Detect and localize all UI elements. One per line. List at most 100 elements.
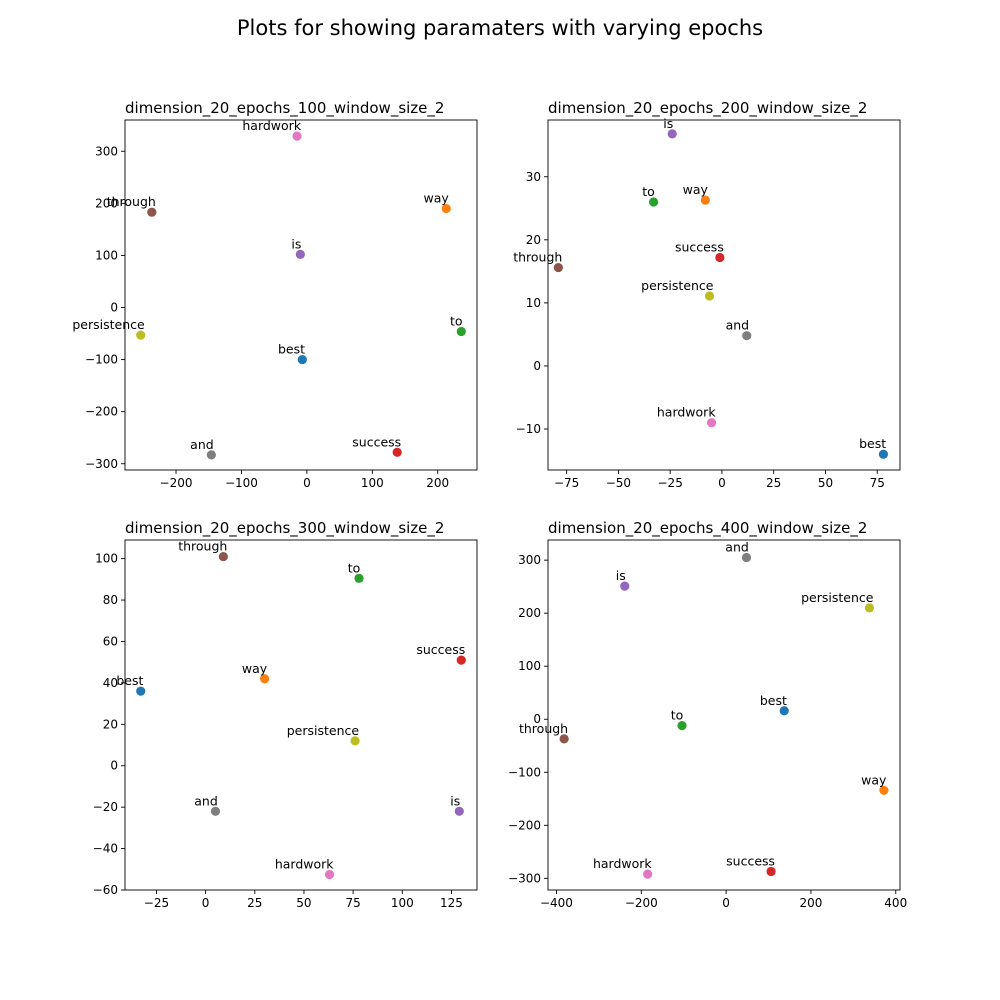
- point-label-to: to: [642, 184, 655, 199]
- subplot-title: dimension_20_epochs_300_window_size_2: [125, 519, 444, 538]
- figure-title: Plots for showing paramaters with varyin…: [236, 16, 764, 40]
- x-tick-label: −400: [540, 896, 573, 910]
- y-tick-label: 60: [103, 634, 118, 648]
- point-label-and: and: [194, 793, 218, 808]
- point-and: [741, 552, 752, 563]
- point-label-hardwork: hardwork: [242, 118, 301, 133]
- point-label-best: best: [116, 673, 143, 688]
- y-tick-label: 20: [103, 717, 118, 731]
- y-tick-label: −20: [93, 800, 118, 814]
- point-persistence: [350, 736, 360, 746]
- x-tick-label: −200: [160, 476, 193, 490]
- point-through: [147, 207, 157, 217]
- y-tick-label: 30: [526, 170, 541, 184]
- point-label-success: success: [416, 642, 465, 657]
- axes-frame: [547, 119, 901, 471]
- subplot-title: dimension_20_epochs_100_window_size_2: [125, 99, 444, 118]
- y-tick-label: −100: [508, 765, 541, 779]
- axes-frame: [547, 539, 901, 891]
- point-persistence: [704, 291, 715, 301]
- x-tick-label: 25: [247, 896, 262, 910]
- point-label-success: success: [352, 434, 401, 449]
- point-label-hardwork: hardwork: [657, 405, 716, 420]
- axes-frame: [124, 119, 478, 471]
- point-and: [210, 806, 221, 816]
- point-is: [620, 581, 630, 591]
- point-label-is: is: [616, 568, 626, 583]
- x-tick-label: 0: [303, 476, 311, 490]
- axes-frame: [124, 539, 478, 891]
- point-label-persistence: persistence: [72, 317, 145, 332]
- point-success: [766, 866, 776, 877]
- point-success: [456, 655, 466, 665]
- point-label-to: to: [348, 560, 361, 575]
- x-tick-label: 25: [766, 476, 781, 490]
- point-best: [779, 706, 789, 716]
- point-label-persistence: persistence: [641, 278, 714, 293]
- point-to: [354, 573, 364, 583]
- y-tick-label: 200: [518, 606, 541, 620]
- y-tick-label: 10: [526, 296, 541, 310]
- subplot-title: dimension_20_epochs_400_window_size_2: [548, 519, 867, 538]
- point-label-is: is: [450, 793, 460, 808]
- y-tick-label: 300: [518, 553, 541, 567]
- x-tick-label: 0: [722, 896, 730, 910]
- point-through: [218, 551, 228, 562]
- y-tick-label: 40: [103, 676, 118, 690]
- point-label-way: way: [683, 182, 709, 197]
- point-label-way: way: [423, 191, 449, 206]
- point-hardwork: [324, 869, 335, 880]
- point-label-is: is: [663, 116, 673, 131]
- point-through: [559, 734, 569, 744]
- point-label-hardwork: hardwork: [593, 856, 652, 871]
- point-label-best: best: [859, 436, 886, 451]
- point-label-through: through: [107, 194, 156, 209]
- point-best: [878, 449, 889, 459]
- point-is: [295, 249, 305, 259]
- point-way: [700, 195, 710, 205]
- x-tick-label: 0: [718, 476, 726, 490]
- x-tick-label: 50: [818, 476, 833, 490]
- point-label-is: is: [291, 236, 301, 251]
- point-hardwork: [643, 869, 653, 879]
- x-tick-label: 0: [202, 896, 210, 910]
- y-tick-label: 100: [518, 659, 541, 673]
- point-label-best: best: [278, 342, 305, 357]
- point-label-to: to: [450, 313, 463, 328]
- y-tick-label: −300: [508, 871, 541, 885]
- point-label-persistence: persistence: [801, 590, 874, 605]
- point-label-success: success: [726, 853, 775, 868]
- point-success: [392, 447, 402, 457]
- y-tick-label: −200: [508, 818, 541, 832]
- y-tick-label: 100: [95, 552, 118, 566]
- point-label-through: through: [519, 721, 568, 736]
- y-tick-label: −10: [516, 422, 541, 436]
- point-label-to: to: [671, 708, 684, 723]
- x-tick-label: 50: [296, 896, 311, 910]
- x-tick-label: −25: [144, 896, 169, 910]
- point-and: [742, 331, 752, 341]
- y-tick-label: 0: [533, 359, 541, 373]
- y-tick-label: 0: [110, 759, 118, 773]
- point-hardwork: [706, 418, 717, 428]
- point-label-through: through: [513, 250, 562, 265]
- x-tick-label: −100: [225, 476, 258, 490]
- subplot-1: dimension_20_epochs_100_window_size_2 −20…: [72, 99, 478, 490]
- point-to: [649, 197, 659, 207]
- y-tick-label: −40: [93, 842, 118, 856]
- y-tick-label: 0: [110, 301, 118, 315]
- point-label-through: through: [178, 539, 227, 554]
- y-tick-label: 80: [103, 593, 118, 607]
- point-way: [260, 674, 270, 684]
- x-tick-label: 125: [440, 896, 463, 910]
- x-tick-label: 75: [870, 476, 885, 490]
- point-label-and: and: [190, 437, 214, 452]
- point-label-way: way: [861, 772, 887, 787]
- x-tick-label: −25: [658, 476, 683, 490]
- point-and: [206, 450, 216, 460]
- point-hardwork: [292, 131, 302, 141]
- x-tick-label: −50: [606, 476, 631, 490]
- x-tick-label: 200: [799, 896, 822, 910]
- x-tick-label: 75: [345, 896, 360, 910]
